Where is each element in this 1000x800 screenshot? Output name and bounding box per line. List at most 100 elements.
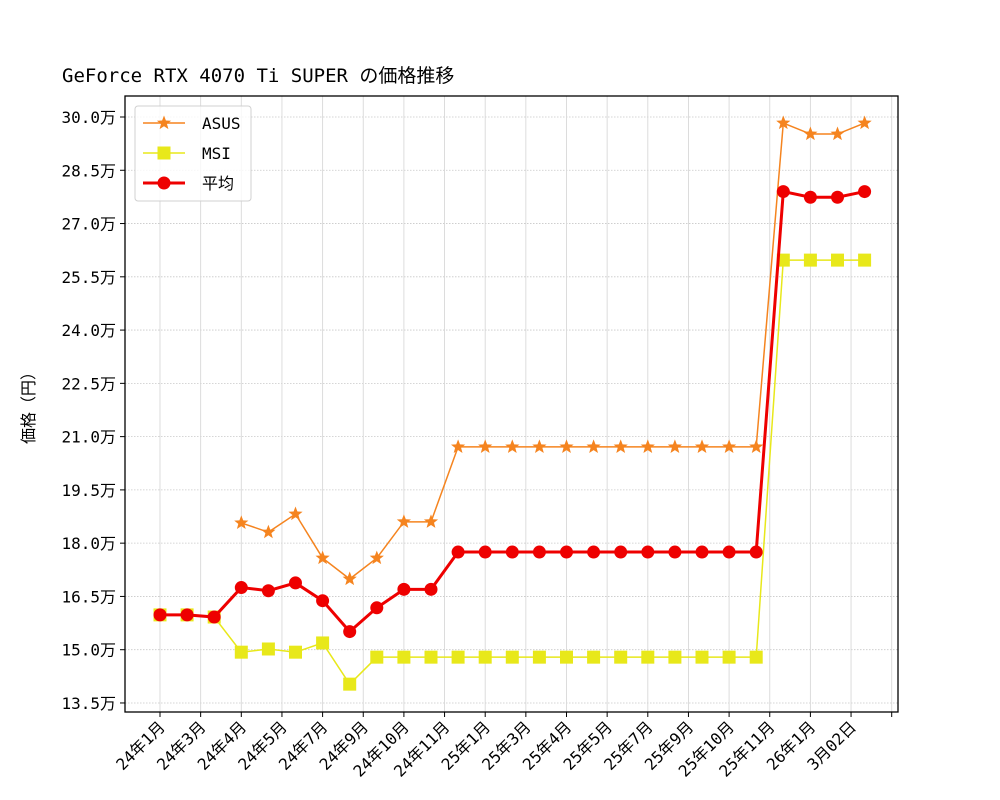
data-point-average bbox=[180, 608, 194, 622]
data-point-average bbox=[831, 190, 844, 204]
data-point-msi bbox=[641, 650, 655, 664]
data-point-msi bbox=[776, 253, 790, 267]
grid bbox=[125, 96, 898, 712]
y-tick-label: 21.0万 bbox=[61, 428, 116, 447]
data-point-average bbox=[397, 582, 411, 596]
data-point-average bbox=[424, 582, 438, 596]
data-point-asus bbox=[369, 550, 384, 565]
data-point-msi bbox=[316, 636, 330, 650]
data-point-asus bbox=[234, 515, 249, 529]
data-point-asus bbox=[722, 439, 737, 453]
data-point-average bbox=[505, 545, 519, 559]
data-point-msi bbox=[289, 645, 302, 659]
y-axis: 13.5万 15.0万 16.5万 18.0万 19.5万 21.0万 22.5万 24.0万… bbox=[61, 108, 125, 713]
data-point-asus bbox=[776, 115, 791, 130]
y-tick-label: 28.5万 bbox=[61, 161, 116, 180]
data-point-msi bbox=[505, 650, 519, 664]
data-point-average bbox=[207, 610, 221, 624]
data-point-asus bbox=[830, 126, 845, 141]
y-tick-label: 15.0万 bbox=[61, 641, 116, 660]
data-point-asus bbox=[857, 115, 872, 130]
series-line-asus bbox=[241, 121, 865, 580]
data-point-average bbox=[316, 594, 330, 608]
data-point-average bbox=[776, 185, 790, 199]
y-tick-label: 24.0万 bbox=[61, 321, 116, 340]
data-point-msi bbox=[343, 677, 357, 691]
data-point-msi bbox=[749, 650, 763, 664]
data-point-asus bbox=[586, 439, 601, 453]
data-point-average bbox=[261, 584, 275, 598]
data-point-average bbox=[532, 545, 546, 559]
data-point-asus bbox=[342, 571, 357, 586]
y-tick-label: 22.5万 bbox=[61, 374, 116, 393]
data-point-msi bbox=[424, 650, 438, 664]
data-point-average bbox=[234, 581, 248, 595]
y-tick-label: 13.5万 bbox=[61, 694, 116, 713]
data-point-asus bbox=[559, 439, 574, 453]
legend-label-average: 平均 bbox=[202, 174, 234, 193]
data-point-msi bbox=[370, 650, 384, 664]
data-point-average bbox=[668, 545, 682, 559]
data-point-msi bbox=[831, 253, 844, 267]
data-point-asus bbox=[451, 439, 466, 453]
data-point-msi bbox=[560, 650, 573, 664]
data-point-asus bbox=[396, 514, 411, 528]
data-point-average bbox=[695, 545, 709, 559]
data-point-average bbox=[587, 545, 601, 559]
chart-title: GeForce RTX 4070 Ti SUPER の価格推移 bbox=[62, 65, 454, 87]
data-point-asus bbox=[532, 439, 547, 453]
data-point-average bbox=[560, 545, 573, 559]
data-point-msi bbox=[532, 650, 546, 664]
series-line-msi bbox=[160, 259, 865, 686]
y-tick-label: 30.0万 bbox=[61, 108, 116, 127]
data-point-msi bbox=[261, 642, 275, 656]
y-axis-label: 価格（円） bbox=[19, 364, 38, 444]
x-axis: 24年1月24年3月24年4月24年5月24年7月24年9月24年10月24年1… bbox=[112, 712, 893, 781]
data-point-average bbox=[343, 625, 357, 639]
data-point-msi bbox=[803, 253, 817, 267]
data-point-asus bbox=[315, 550, 330, 565]
data-point-asus bbox=[749, 439, 764, 453]
data-point-average bbox=[614, 545, 628, 559]
data-point-average bbox=[289, 576, 302, 590]
data-point-msi bbox=[695, 650, 709, 664]
y-tick-label: 27.0万 bbox=[61, 215, 116, 234]
data-point-average bbox=[370, 601, 384, 615]
data-point-msi bbox=[614, 650, 628, 664]
data-point-average bbox=[722, 545, 736, 559]
data-point-average bbox=[749, 545, 763, 559]
y-tick-label: 19.5万 bbox=[61, 481, 116, 500]
data-point-msi bbox=[722, 650, 736, 664]
series-asus bbox=[234, 115, 872, 586]
legend-marker-average bbox=[157, 176, 171, 190]
legend-label-msi: MSI bbox=[202, 144, 231, 163]
data-point-average bbox=[478, 545, 492, 559]
data-point-asus bbox=[640, 439, 655, 453]
data-point-average bbox=[803, 190, 817, 204]
data-point-msi bbox=[451, 650, 465, 664]
series-average bbox=[153, 185, 872, 639]
data-point-asus bbox=[613, 439, 628, 453]
data-point-msi bbox=[587, 650, 601, 664]
data-point-asus bbox=[803, 126, 818, 141]
y-tick-label: 18.0万 bbox=[61, 534, 116, 553]
data-point-msi bbox=[234, 645, 248, 659]
plot-area bbox=[153, 115, 872, 691]
y-tick-label: 25.5万 bbox=[61, 268, 116, 287]
data-point-asus bbox=[505, 439, 520, 453]
data-point-average bbox=[153, 608, 167, 622]
data-point-average bbox=[858, 185, 872, 199]
legend-marker-asus bbox=[156, 115, 172, 130]
axes-frame bbox=[124, 95, 899, 713]
data-point-asus bbox=[478, 439, 493, 453]
series-msi bbox=[153, 253, 872, 691]
data-point-msi bbox=[668, 650, 682, 664]
data-point-msi bbox=[478, 650, 492, 664]
y-tick-label: 16.5万 bbox=[61, 587, 116, 606]
data-point-asus bbox=[288, 506, 303, 521]
data-point-asus bbox=[694, 439, 710, 453]
data-point-msi bbox=[858, 253, 872, 267]
legend-marker-msi bbox=[157, 146, 171, 160]
data-point-average bbox=[451, 545, 465, 559]
